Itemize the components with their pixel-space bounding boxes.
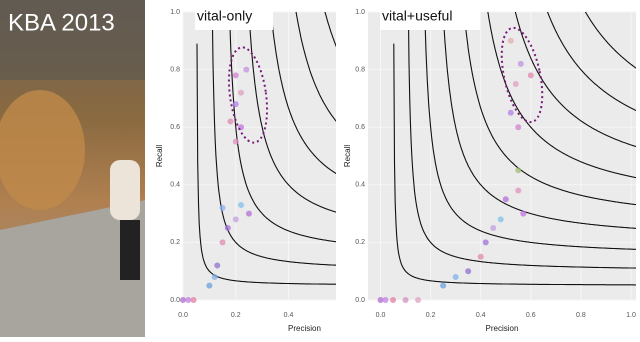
contour-line xyxy=(487,12,636,179)
x-tick-label: 0.0 xyxy=(178,312,188,319)
slide-label: KBA 2013 xyxy=(8,9,115,36)
contour-line xyxy=(393,43,636,286)
contour-line xyxy=(270,12,336,175)
photo: KBA 2013 xyxy=(0,0,145,337)
point xyxy=(377,297,384,303)
contour-line xyxy=(196,43,336,285)
y-tick-label: 1.0 xyxy=(170,9,180,16)
highlight-ellipse xyxy=(227,46,269,144)
contour-line xyxy=(211,12,336,266)
point xyxy=(515,167,522,174)
point xyxy=(517,60,524,67)
point xyxy=(180,297,186,303)
x-axis-label: Precision xyxy=(486,324,519,333)
point xyxy=(512,81,519,87)
point xyxy=(206,282,213,289)
point xyxy=(527,72,534,79)
point xyxy=(214,262,221,269)
y-tick-label: 0.0 xyxy=(170,297,180,304)
contour-line xyxy=(228,12,336,243)
y-tick-label: 0.2 xyxy=(355,239,365,246)
y-axis-label: Recall xyxy=(343,145,352,167)
contour-line xyxy=(407,12,636,269)
point xyxy=(477,253,484,260)
plot-background xyxy=(183,12,336,300)
x-tick-label: 0.4 xyxy=(284,312,294,319)
y-tick-label: 0.8 xyxy=(170,66,180,73)
point xyxy=(232,138,239,145)
point xyxy=(245,210,252,217)
contour-line xyxy=(424,12,636,250)
x-tick-label: 0.2 xyxy=(426,312,436,319)
chart: 0.0 0.2 0.4 0.6 0.8 1.0 0.0 0.2 0.4 vital-only Pre… xyxy=(155,0,336,333)
point xyxy=(465,268,472,275)
point xyxy=(490,225,497,231)
point xyxy=(238,201,245,208)
x-tick-label: 0.4 xyxy=(476,312,486,319)
point xyxy=(211,273,218,280)
point xyxy=(402,297,409,303)
point xyxy=(382,297,389,303)
chart-title: vital-only xyxy=(197,8,252,24)
title-box xyxy=(195,0,273,30)
point xyxy=(390,297,397,303)
x-tick-label: 1.0 xyxy=(626,312,636,319)
point xyxy=(502,196,509,203)
point xyxy=(520,210,527,217)
point xyxy=(482,239,489,246)
x-tick-label: 0.8 xyxy=(576,312,586,319)
contour-line xyxy=(463,12,636,206)
contour-line xyxy=(248,12,336,213)
contour-line xyxy=(295,12,336,122)
point xyxy=(515,124,522,131)
point xyxy=(497,216,504,223)
point xyxy=(507,37,514,44)
x-tick-label: 0.0 xyxy=(376,312,386,319)
point xyxy=(243,66,250,73)
title-box xyxy=(380,0,480,30)
y-tick-label: 0.6 xyxy=(170,124,180,131)
point xyxy=(219,204,226,211)
point xyxy=(440,282,447,289)
point xyxy=(224,225,231,231)
y-tick-label: 0.0 xyxy=(355,297,365,304)
point xyxy=(507,109,514,116)
plot-background xyxy=(368,12,636,300)
y-tick-label: 1.0 xyxy=(355,9,365,16)
point xyxy=(238,89,245,96)
x-axis-label: Precision xyxy=(288,324,321,333)
contour-line xyxy=(442,12,636,229)
y-axis-label: Recall xyxy=(155,145,164,167)
point xyxy=(227,118,234,125)
point xyxy=(185,297,192,303)
x-tick-label: 0.6 xyxy=(526,312,536,319)
y-tick-label: 0.8 xyxy=(355,66,365,73)
y-tick-label: 0.4 xyxy=(170,182,180,189)
point xyxy=(232,101,239,108)
contour-line xyxy=(514,12,636,148)
point xyxy=(232,216,239,223)
y-tick-label: 0.4 xyxy=(355,182,365,189)
contour-line xyxy=(584,12,636,69)
x-tick-label: 0.2 xyxy=(231,312,241,319)
point xyxy=(219,239,226,246)
point xyxy=(515,187,522,194)
chart: 0.0 0.2 0.4 0.6 0.8 1.0 0.0 0.2 0.4 0.6 0.8 1.0 vita… xyxy=(343,0,636,333)
y-tick-label: 0.2 xyxy=(170,239,180,246)
point xyxy=(452,273,459,280)
point xyxy=(190,297,197,303)
point xyxy=(415,297,422,303)
y-tick-label: 0.6 xyxy=(355,124,365,131)
chart-title: vital+useful xyxy=(382,8,452,24)
contour-line xyxy=(546,12,636,112)
point xyxy=(232,72,239,79)
